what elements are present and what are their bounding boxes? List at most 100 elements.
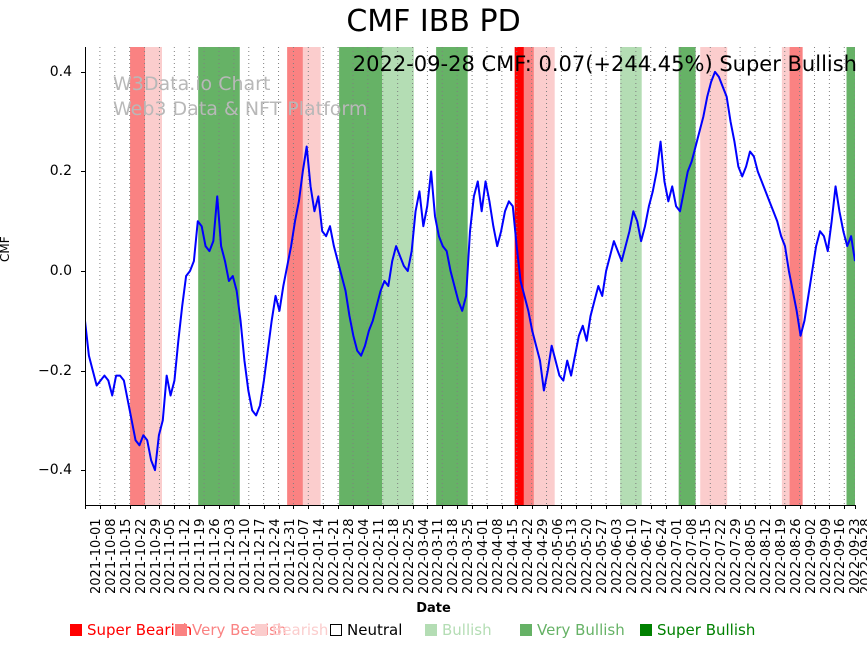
page-title: CMF IBB PD xyxy=(346,4,521,39)
y-tick-label: −0.4 xyxy=(38,462,72,479)
signal-band xyxy=(339,47,383,505)
legend-label: Neutral xyxy=(347,621,403,639)
x-tick-mark xyxy=(561,505,563,509)
x-tick-mark xyxy=(442,505,444,509)
x-tick-label: 2022-01-21 xyxy=(327,518,343,594)
x-tick-label: 2022-02-11 xyxy=(371,518,387,594)
legend: Super Bearish Very Bearish Bearish Neutral B… xyxy=(0,619,867,643)
x-tick-mark xyxy=(799,505,801,509)
x-tick-mark xyxy=(159,505,161,509)
x-tick-mark xyxy=(516,505,518,509)
y-tick-mark xyxy=(81,271,85,273)
x-tick-mark xyxy=(129,505,131,509)
x-tick-label: 2022-09-16 xyxy=(833,518,849,594)
x-tick-mark xyxy=(710,505,712,509)
x-tick-label: 2022-05-20 xyxy=(580,518,596,594)
x-tick-mark xyxy=(769,505,771,509)
x-tick-label: 2022-04-15 xyxy=(505,518,521,594)
x-tick-label: 2022-04-29 xyxy=(535,518,551,594)
x-tick-mark xyxy=(740,505,742,509)
signal-band xyxy=(678,47,696,505)
x-tick-label: 2022-09-02 xyxy=(803,518,819,594)
plot-area xyxy=(85,47,855,505)
signal-band xyxy=(145,47,162,505)
legend-item-super-bullish[interactable]: Super Bullish xyxy=(640,619,755,641)
x-tick-label: 2021-12-24 xyxy=(267,518,283,594)
x-tick-mark xyxy=(531,505,533,509)
x-tick-mark xyxy=(278,505,280,509)
y-tick-label: 0.2 xyxy=(49,163,72,180)
x-tick-mark xyxy=(99,505,101,509)
legend-item-very-bullish[interactable]: Very Bullish xyxy=(520,619,625,641)
signal-band xyxy=(533,47,555,505)
x-tick-label: 2022-03-04 xyxy=(416,518,432,594)
x-tick-label: 2022-02-04 xyxy=(356,518,372,594)
x-tick-mark xyxy=(293,505,295,509)
legend-swatch-icon xyxy=(70,624,82,636)
x-tick-mark xyxy=(382,505,384,509)
x-tick-label: 2022-07-15 xyxy=(699,518,715,594)
x-tick-mark xyxy=(754,505,756,509)
signal-band xyxy=(789,47,803,505)
legend-item-neutral[interactable]: Neutral xyxy=(330,619,402,641)
x-tick-label: 2022-08-05 xyxy=(744,518,760,594)
x-tick-mark xyxy=(457,505,459,509)
legend-swatch-icon xyxy=(425,624,437,636)
x-tick-mark xyxy=(486,505,488,509)
x-tick-label: 2022-01-28 xyxy=(342,518,358,594)
signal-band xyxy=(846,47,855,505)
x-tick-mark xyxy=(338,505,340,509)
x-axis-title: Date xyxy=(416,601,451,616)
x-tick-label: 2021-10-01 xyxy=(89,518,104,594)
legend-swatch-icon xyxy=(520,624,532,636)
legend-item-super-bearish[interactable]: Super Bearish xyxy=(70,619,192,641)
legend-item-bullish[interactable]: Bullish xyxy=(425,619,492,641)
x-tick-mark xyxy=(576,505,578,509)
x-tick-mark xyxy=(844,505,846,509)
x-tick-label: 2022-01-07 xyxy=(297,518,313,594)
x-tick-label: 2021-10-22 xyxy=(133,518,149,594)
x-tick-mark xyxy=(501,505,503,509)
y-tick-mark xyxy=(81,470,85,472)
legend-label: Bearish xyxy=(272,621,329,639)
x-tick-label: 2021-12-03 xyxy=(222,518,238,594)
x-tick-mark xyxy=(680,505,682,509)
x-tick-mark xyxy=(352,505,354,509)
y-tick-label: −0.2 xyxy=(38,362,72,379)
x-tick-mark xyxy=(367,505,369,509)
x-tick-mark xyxy=(855,505,856,509)
cmf-line xyxy=(85,70,855,472)
x-tick-mark xyxy=(218,505,220,509)
x-tick-mark xyxy=(85,505,86,509)
plot-canvas xyxy=(85,47,855,505)
x-tick-label: 2022-04-08 xyxy=(490,518,506,594)
x-tick-label: 2021-12-10 xyxy=(237,518,253,594)
x-tick-label: 2021-11-26 xyxy=(208,518,224,594)
x-tick-mark xyxy=(248,505,250,509)
x-tick-mark xyxy=(695,505,697,509)
x-tick-label: 2021-10-15 xyxy=(118,518,134,594)
x-tick-label: 2021-12-31 xyxy=(282,518,298,594)
x-tick-mark xyxy=(323,505,325,509)
x-tick-mark xyxy=(427,505,429,509)
x-tick-mark xyxy=(174,505,176,509)
legend-label: Bullish xyxy=(442,621,492,639)
x-tick-mark xyxy=(546,505,548,509)
x-tick-mark xyxy=(189,505,191,509)
x-tick-mark xyxy=(650,505,652,509)
x-tick-label: 2022-04-22 xyxy=(520,518,536,594)
y-tick-label: 0.4 xyxy=(49,63,72,80)
legend-item-bearish[interactable]: Bearish xyxy=(255,619,328,641)
x-tick-label: 2022-08-12 xyxy=(758,518,774,594)
x-tick-mark xyxy=(233,505,235,509)
signal-band xyxy=(620,47,642,505)
signal-band xyxy=(523,47,534,505)
x-tick-label: 2021-11-05 xyxy=(163,518,179,594)
x-tick-label: 2022-09-09 xyxy=(818,518,834,594)
x-tick-mark xyxy=(204,505,206,509)
x-tick-label: 2022-03-11 xyxy=(431,518,447,594)
signal-band xyxy=(130,47,146,505)
x-tick-label: 2021-12-17 xyxy=(252,518,268,594)
x-tick-label: 2022-07-01 xyxy=(669,518,685,594)
x-tick-mark xyxy=(591,505,593,509)
